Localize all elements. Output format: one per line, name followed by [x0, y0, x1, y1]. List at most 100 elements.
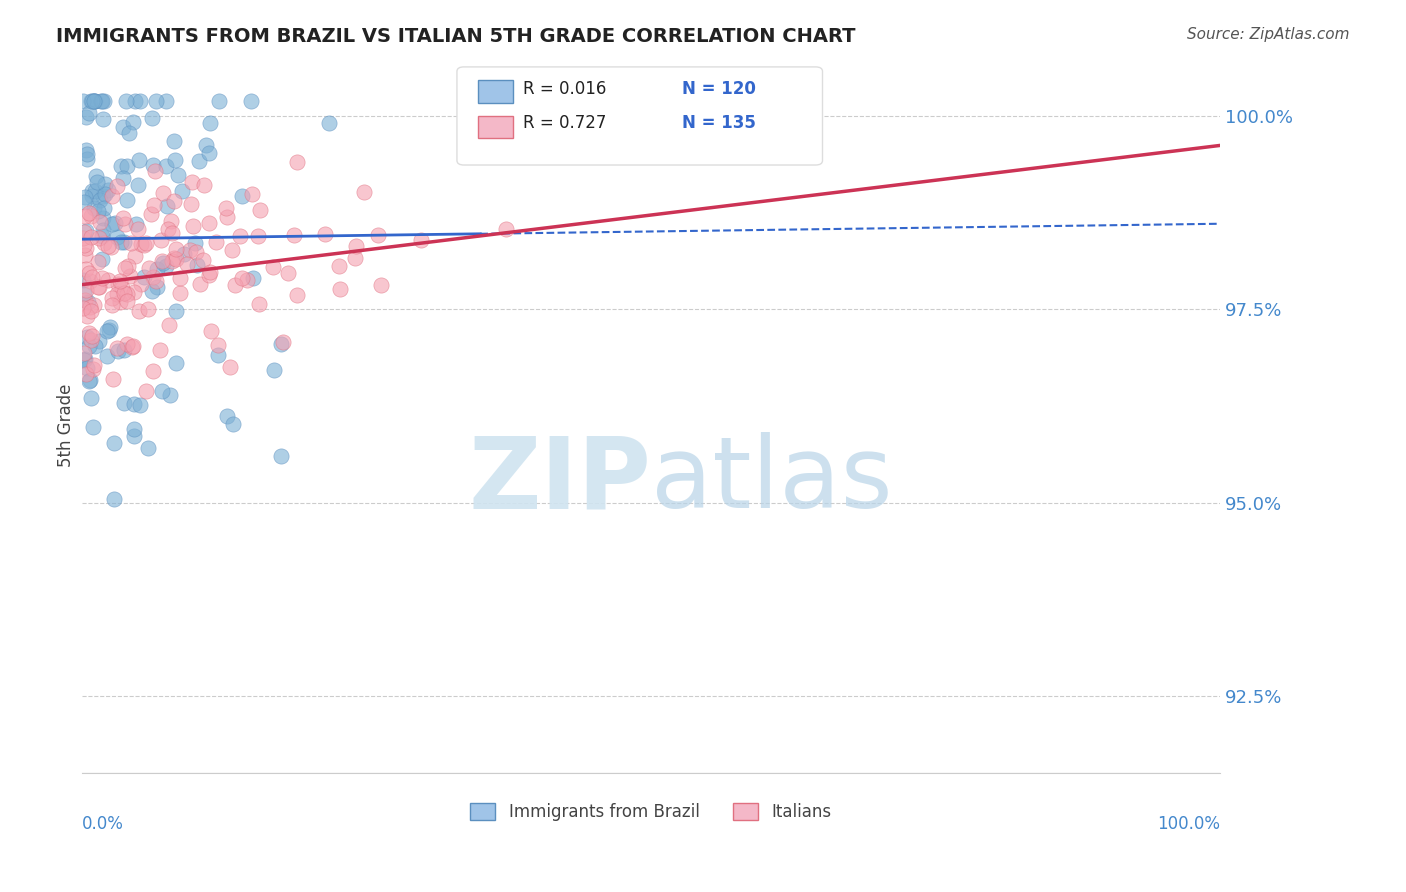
Point [89, 280, 111, 294]
Point [125, 217, 148, 231]
Point [77, 326, 100, 340]
Point [76, 310, 98, 324]
Point [122, 428, 145, 442]
Point [90, 94, 112, 108]
Point [247, 297, 270, 311]
Point [87, 279, 110, 293]
Point [114, 235, 136, 250]
Point [89, 215, 111, 229]
Point [93, 201, 115, 215]
Point [83, 339, 105, 353]
Point [115, 293, 138, 308]
Point [270, 449, 292, 463]
Point [215, 210, 238, 224]
Point [91, 211, 114, 226]
Point [231, 271, 253, 285]
Point [367, 227, 389, 242]
Point [145, 261, 167, 276]
Point [353, 185, 375, 199]
Point [165, 355, 187, 369]
Point [75, 144, 97, 158]
Point [228, 229, 250, 244]
Point [111, 281, 134, 295]
Point [207, 338, 229, 352]
Text: 0.0%: 0.0% [82, 815, 124, 833]
Point [200, 325, 222, 339]
Point [105, 286, 128, 301]
Point [82, 420, 104, 434]
Point [112, 343, 135, 357]
Point [120, 235, 142, 250]
Point [270, 336, 292, 351]
Point [191, 253, 214, 268]
Point [329, 283, 352, 297]
Point [90, 252, 112, 266]
Point [104, 215, 127, 229]
Point [118, 126, 141, 140]
Point [129, 277, 152, 292]
Point [83, 358, 105, 372]
Text: R = 0.016: R = 0.016 [523, 80, 606, 98]
Point [197, 217, 219, 231]
Point [197, 268, 219, 282]
Point [90, 228, 112, 243]
Text: 100.0%: 100.0% [1157, 815, 1220, 833]
Text: atlas: atlas [651, 433, 893, 530]
Point [152, 186, 174, 200]
Point [80, 184, 103, 198]
Point [208, 94, 231, 108]
Point [115, 94, 138, 108]
Point [188, 277, 211, 292]
Point [409, 233, 432, 247]
Point [163, 194, 186, 208]
Point [94, 186, 117, 201]
Point [165, 252, 187, 267]
Point [129, 236, 152, 251]
Point [186, 258, 208, 272]
Point [72, 287, 94, 301]
Point [80, 304, 103, 318]
Point [150, 253, 173, 268]
Point [105, 341, 128, 355]
Point [96, 349, 118, 363]
Point [181, 219, 204, 233]
Point [82, 94, 104, 108]
Point [108, 274, 131, 288]
Point [240, 187, 263, 202]
Point [344, 239, 367, 253]
Point [86, 175, 108, 189]
Point [138, 260, 160, 275]
Point [146, 279, 169, 293]
Point [103, 435, 125, 450]
Point [127, 222, 149, 236]
Point [124, 249, 146, 263]
Point [75, 241, 97, 255]
Point [110, 159, 132, 173]
Point [79, 274, 101, 288]
Point [73, 226, 96, 240]
Point [101, 189, 124, 203]
Point [277, 266, 299, 280]
Point [73, 209, 96, 223]
Point [136, 301, 159, 316]
Point [221, 244, 243, 258]
Point [83, 94, 105, 108]
Point [135, 235, 157, 250]
Point [124, 94, 146, 108]
Point [101, 298, 124, 312]
Point [107, 344, 129, 359]
Point [263, 363, 285, 377]
Point [83, 184, 105, 198]
Point [163, 153, 186, 168]
Point [128, 398, 150, 412]
Point [117, 259, 139, 273]
Point [122, 285, 145, 300]
Point [145, 94, 167, 108]
Point [195, 138, 218, 153]
Point [205, 235, 228, 249]
Point [112, 396, 135, 410]
Point [314, 227, 336, 242]
Point [93, 177, 115, 191]
Point [149, 233, 172, 247]
Point [328, 259, 350, 273]
